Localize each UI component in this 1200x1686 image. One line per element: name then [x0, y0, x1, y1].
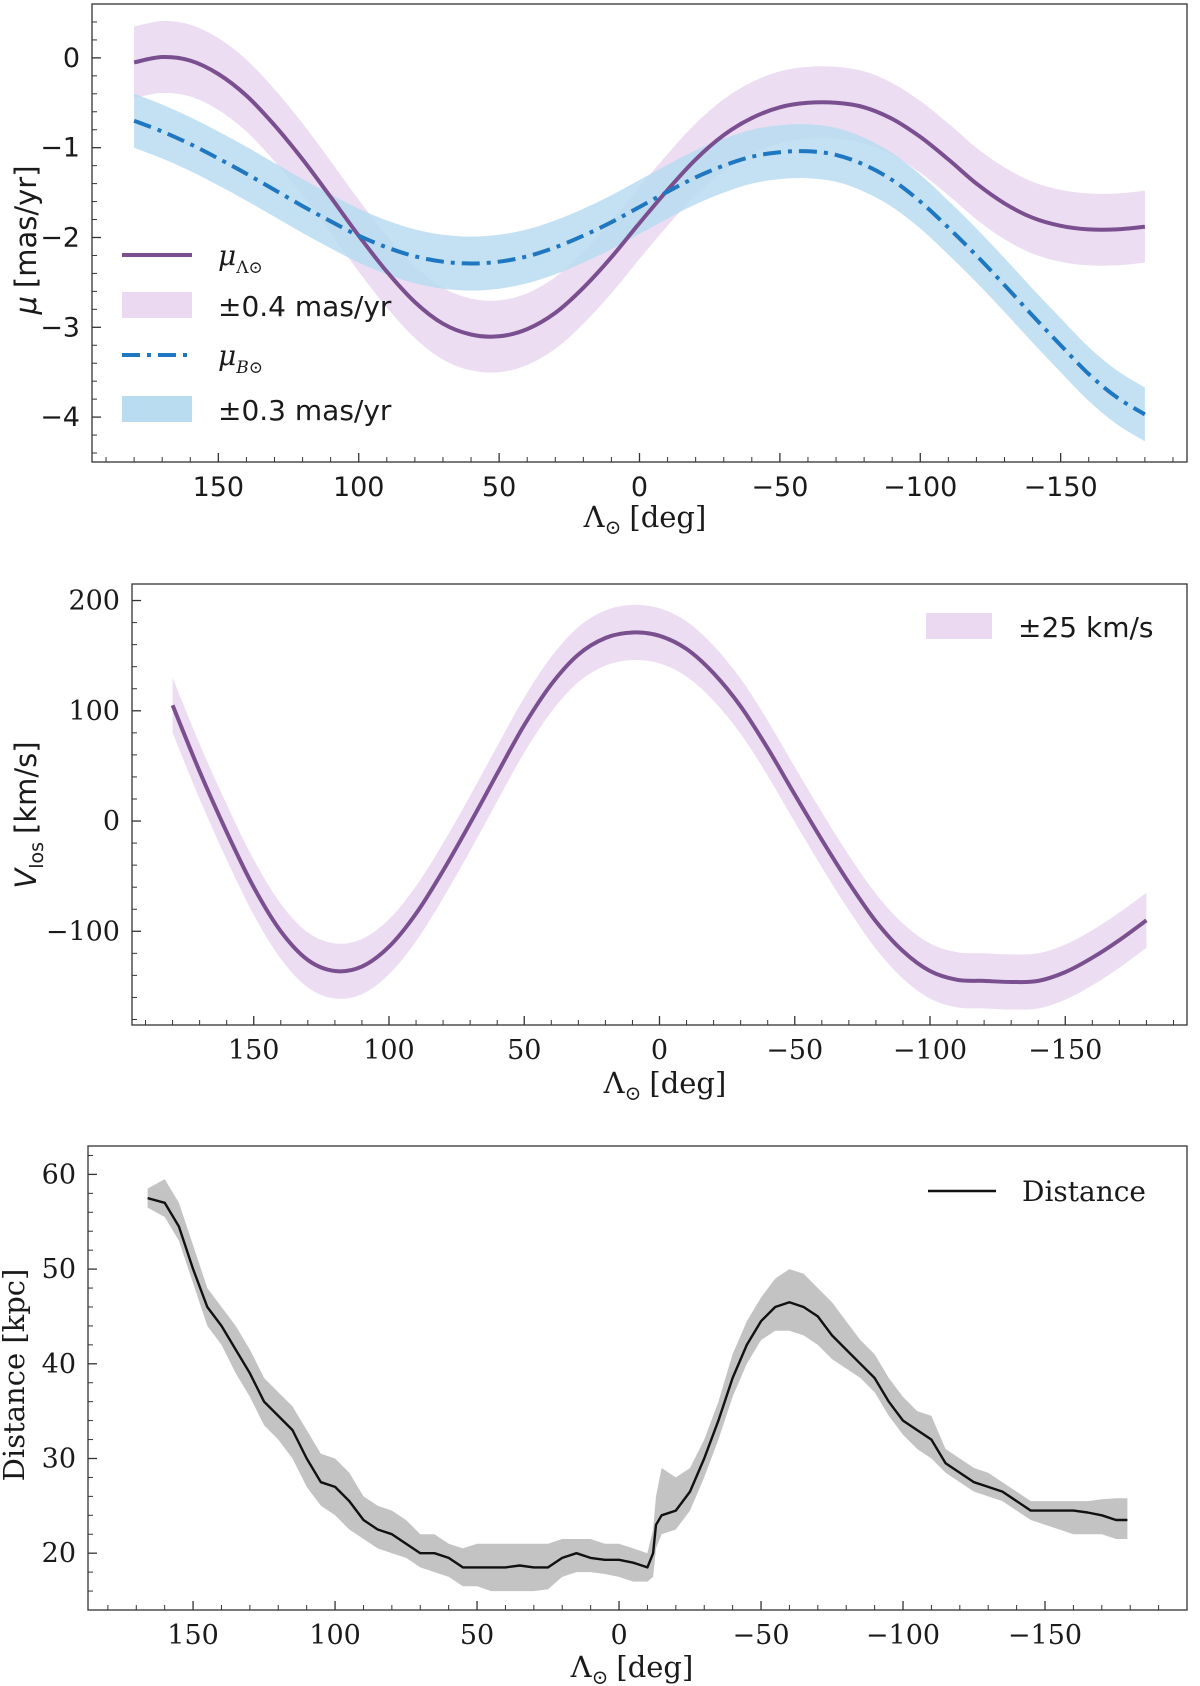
p1-xtick-label-4: −50: [751, 472, 808, 503]
p3-xtick-label-3: 0: [610, 1620, 627, 1651]
p2-ytick-label-2: 0: [103, 806, 120, 837]
p3-ytick-label-2: 40: [42, 1349, 76, 1380]
p1-ytick-label-1: −1: [40, 133, 80, 164]
p3-xlabel-unit: [deg]: [616, 1650, 693, 1684]
p3-xtick-label-5: −100: [866, 1620, 940, 1651]
p2-xlabel-sub: ⊙: [625, 1081, 642, 1105]
p1-tick-labels: 150 100 50 0 −50 −100 −150 0 −1 −2 −3 −4: [40, 43, 1098, 503]
p3-legend: Distance: [928, 1175, 1146, 1208]
p1-ticks: [92, 21, 1174, 462]
p3-ticks: [88, 1154, 1160, 1611]
p1-series-1-line: [133, 118, 1146, 417]
p1-ytick-label-4: −4: [40, 402, 80, 433]
p2-ytick-label-1: 100: [68, 696, 120, 727]
p1-legend-mu-lambda-sub: Λ⊙: [235, 258, 263, 278]
p3-ytick-label-3: 30: [42, 1443, 76, 1474]
p2-ylabel-unit: [km/s]: [9, 741, 43, 834]
p2-xtick-label-5: −100: [893, 1035, 967, 1066]
p3-ytick-label-4: 20: [42, 1538, 76, 1569]
p3-xtick-label-4: −50: [733, 1620, 790, 1651]
p1-series-0-line: [133, 54, 1146, 339]
p3-ytick-label-1: 50: [42, 1254, 76, 1285]
p1-ylabel: μ [mas/yr]: [9, 165, 43, 315]
p3-tick-labels: 150 100 50 0 −50 −100 −150 60 50 40 30 20: [42, 1159, 1082, 1651]
panel-proper-motion: 150 100 50 0 −50 −100 −150 0 −1 −2 −3 −4 Λ⊙ [deg] μ […: [9, 3, 1188, 539]
p2-tick-labels: 150 100 50 0 −50 −100 −150 200 100 0 −100: [46, 586, 1103, 1066]
p2-lines: [170, 630, 1148, 985]
p2-series-0-band: [172, 604, 1147, 1010]
p3-axes-frame: [87, 1145, 1188, 1611]
p1-ytick-label-0: 0: [63, 43, 80, 74]
p3-xlabel-main: Λ: [570, 1650, 593, 1684]
p2-series-0-line: [170, 630, 1148, 985]
p3-lines: [147, 1196, 1128, 1569]
p2-xtick-label-0: 150: [228, 1035, 280, 1066]
p3-ylabel: Distance [kpc]: [0, 1269, 31, 1482]
p1-xlabel-main: Λ: [583, 500, 606, 534]
p2-ylabel: Vlos [km/s]: [9, 741, 48, 888]
p1-legend-band2-swatch: [122, 396, 192, 422]
p3-legend-distance-label: Distance: [1022, 1175, 1146, 1208]
p1-ytick-label-2: −2: [40, 222, 80, 253]
p1-legend-band2-label: ±0.3 mas/yr: [218, 394, 392, 427]
p1-ytick-label-3: −3: [40, 312, 80, 343]
p1-legend-mu-b-main: μ: [218, 339, 236, 372]
p2-xlabel-unit: [deg]: [649, 1066, 726, 1100]
p1-lines: [133, 54, 1146, 417]
p3-series-0-band: [147, 1179, 1128, 1592]
p2-xlabel-main: Λ: [603, 1066, 626, 1100]
p2-xtick-label-3: 0: [651, 1035, 668, 1066]
p2-legend: ±25 km/s: [926, 611, 1154, 644]
p1-xtick-label-0: 150: [193, 472, 245, 503]
p3-xtick-label-1: 100: [309, 1620, 361, 1651]
p2-bands: [172, 604, 1147, 1010]
p3-xlabel-sub: ⊙: [592, 1665, 609, 1686]
p1-xlabel-unit: [deg]: [629, 500, 706, 534]
p1-bands: [134, 21, 1145, 442]
p2-legend-band-swatch: [926, 613, 992, 639]
p2-ticks: [132, 599, 1174, 1025]
p2-ytick-label-3: −100: [46, 916, 120, 947]
p3-xtick-label-2: 50: [460, 1620, 494, 1651]
p3-ytick-label-0: 60: [42, 1159, 76, 1190]
p1-xtick-label-5: −100: [883, 472, 957, 503]
p1-xlabel-sub: ⊙: [605, 515, 622, 539]
p1-legend-mu-lambda-main: μ: [218, 239, 236, 272]
p2-ytick-label-0: 200: [68, 586, 120, 617]
p2-ylabel-main: V: [9, 867, 43, 889]
p1-xtick-label-6: −150: [1024, 472, 1098, 503]
p2-legend-band-label: ±25 km/s: [1018, 611, 1154, 644]
p2-xlabel: Λ⊙ [deg]: [603, 1066, 727, 1105]
p3-xtick-label-0: 150: [167, 1620, 219, 1651]
p1-legend-mu-lambda-label: μΛ⊙: [218, 239, 263, 278]
p1-legend-band1-label: ±0.4 mas/yr: [218, 290, 392, 323]
p2-xtick-label-6: −150: [1028, 1035, 1102, 1066]
p1-xtick-label-2: 50: [482, 472, 516, 503]
p1-legend-mu-b-label: μB⊙: [218, 339, 263, 378]
p1-xtick-label-1: 100: [333, 472, 385, 503]
p2-xtick-label-4: −50: [766, 1035, 823, 1066]
p3-bands: [147, 1179, 1128, 1592]
p2-xtick-label-1: 100: [363, 1035, 415, 1066]
p1-xtick-label-3: 0: [631, 472, 648, 503]
p1-ylabel-unit: [mas/yr]: [9, 165, 43, 288]
p3-series-0-line: [147, 1196, 1128, 1569]
p1-ylabel-main: μ: [9, 296, 43, 315]
p2-ylabel-sub: los: [26, 842, 48, 869]
panel-distance: 150 100 50 0 −50 −100 −150 60 50 40 30 20 Λ⊙ [deg] D…: [0, 1145, 1188, 1686]
p3-xtick-label-6: −150: [1008, 1620, 1082, 1651]
p1-xlabel: Λ⊙ [deg]: [583, 500, 707, 539]
p3-xlabel: Λ⊙ [deg]: [570, 1650, 694, 1686]
p1-legend: μΛ⊙ ±0.4 mas/yr μB⊙ ±0.3 mas/yr: [122, 239, 392, 427]
p2-xtick-label-2: 50: [507, 1035, 541, 1066]
p1-legend-mu-b-sub: B⊙: [235, 358, 263, 378]
p1-legend-band1-swatch: [122, 292, 192, 318]
